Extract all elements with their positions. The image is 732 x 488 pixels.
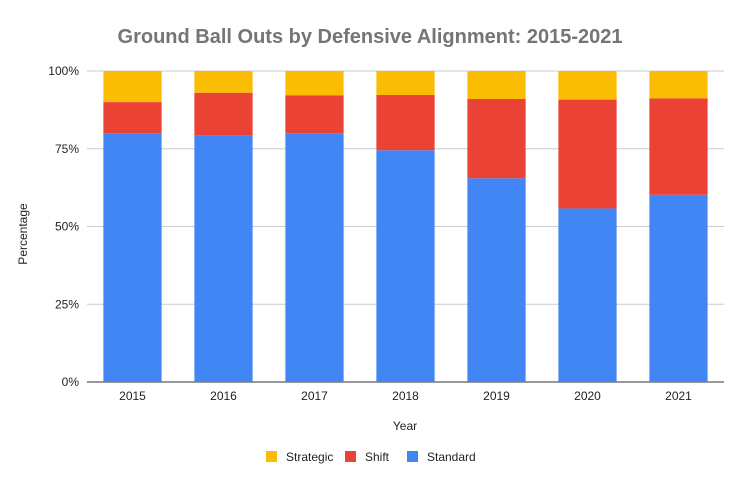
y-tick-label: 0% (62, 375, 80, 389)
bar-shift-2016 (194, 92, 253, 136)
bar-strategic-2015 (103, 71, 162, 103)
bar-standard-2021 (649, 194, 708, 382)
bar-strategic-2019 (467, 71, 526, 99)
bars (103, 71, 708, 382)
bar-standard-2018 (376, 150, 435, 382)
bar-strategic-2018 (376, 71, 435, 95)
bar-strategic-2016 (194, 71, 253, 93)
bar-strategic-2021 (649, 71, 708, 99)
x-tick-label: 2016 (210, 389, 237, 403)
bar-shift-2018 (376, 94, 435, 151)
bar-standard-2017 (285, 133, 344, 382)
legend-label-strategic: Strategic (286, 450, 333, 464)
bar-shift-2020 (558, 99, 617, 209)
y-tick-label: 25% (55, 297, 79, 311)
legend-swatch-strategic (266, 451, 277, 462)
y-axis-label: Percentage (16, 203, 30, 265)
legend-swatch-standard (407, 451, 418, 462)
x-tick-label: 2018 (392, 389, 419, 403)
legend-label-shift: Shift (365, 450, 390, 464)
bar-shift-2021 (649, 98, 708, 195)
x-axis-ticks: 2015 2016 2017 2018 2019 2020 2021 (119, 389, 692, 403)
y-tick-label: 50% (55, 220, 79, 234)
bar-standard-2019 (467, 178, 526, 382)
chart-title: Ground Ball Outs by Defensive Alignment:… (118, 26, 623, 48)
x-tick-label: 2017 (301, 389, 328, 403)
y-tick-label: 100% (48, 64, 79, 78)
bar-standard-2020 (558, 208, 617, 382)
bar-shift-2017 (285, 95, 344, 134)
y-tick-label: 75% (55, 142, 79, 156)
legend-swatch-shift (345, 451, 356, 462)
x-axis-label: Year (393, 419, 417, 433)
x-tick-label: 2020 (574, 389, 601, 403)
y-axis-ticks: 0% 25% 50% 75% 100% (48, 64, 79, 389)
x-tick-label: 2015 (119, 389, 146, 403)
bar-strategic-2017 (285, 71, 344, 96)
bar-shift-2019 (467, 98, 526, 179)
x-tick-label: 2019 (483, 389, 510, 403)
bar-strategic-2020 (558, 71, 617, 100)
bar-standard-2016 (194, 135, 253, 382)
x-tick-label: 2021 (665, 389, 692, 403)
legend: Strategic Shift Standard (266, 450, 476, 464)
legend-label-standard: Standard (427, 450, 476, 464)
bar-shift-2015 (103, 102, 162, 134)
bar-standard-2015 (103, 133, 162, 382)
